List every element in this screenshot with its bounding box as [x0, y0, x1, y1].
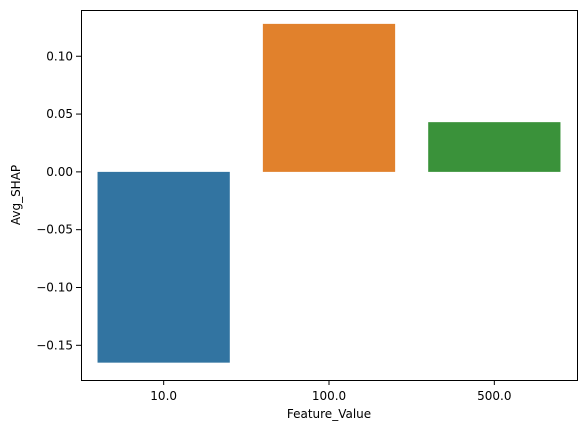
y-axis-ticks: −0.15 −0.10 −0.05 0.00 0.05 0.10 [36, 49, 81, 352]
y-tick-label: 0.10 [46, 49, 73, 63]
x-axis-ticks: 10.0 100.0 500.0 [150, 380, 512, 403]
x-axis-label: Feature_Value [287, 407, 371, 421]
x-tick-label: 500.0 [477, 389, 511, 403]
plot-frame [81, 10, 578, 381]
y-tick-label: −0.15 [36, 338, 73, 352]
y-tick-label: −0.05 [36, 223, 73, 237]
bar-10.0 [97, 171, 230, 363]
y-tick-label: 0.00 [46, 165, 73, 179]
y-tick-label: 0.05 [46, 107, 73, 121]
bar-500.0 [428, 122, 561, 172]
bar-100.0 [262, 23, 396, 172]
bars-group [97, 23, 561, 363]
x-tick-label: 10.0 [150, 389, 177, 403]
x-tick-label: 100.0 [312, 389, 346, 403]
y-tick-label: −0.10 [36, 281, 73, 295]
y-axis-label: Avg_SHAP [9, 165, 23, 225]
